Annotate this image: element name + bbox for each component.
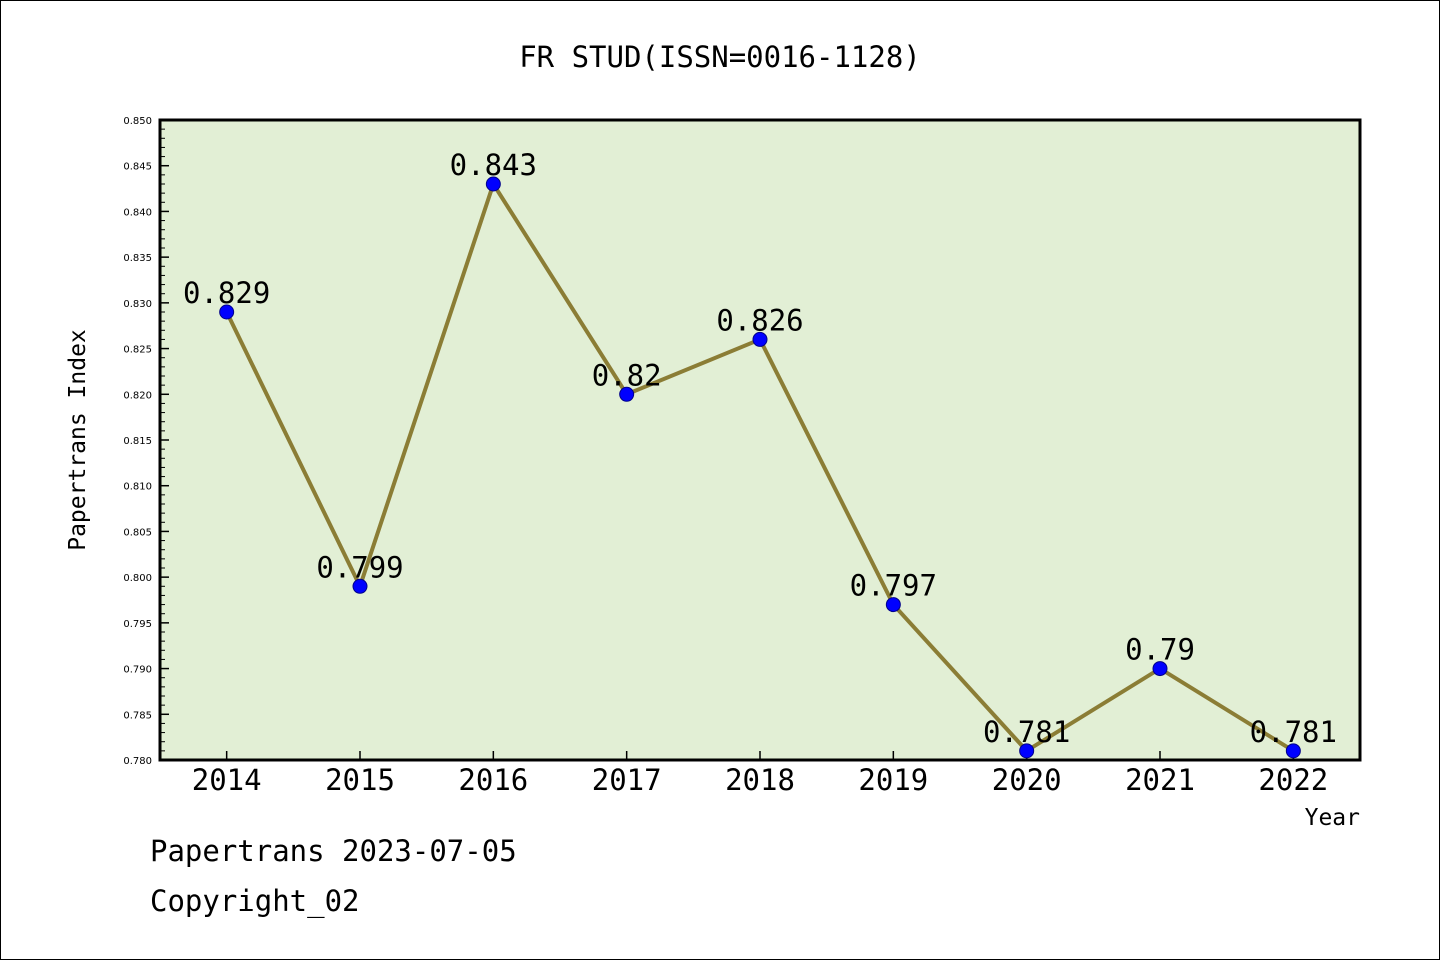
x-tick-label: 2017 [592,763,662,797]
data-labels: 0.829 0.799 0.843 0.82 0.826 0.797 0.781 0.79 0.… [183,148,1337,749]
y-tick-label: 0.835 [123,253,152,264]
data-point [885,597,901,613]
data-point [1019,743,1035,759]
data-points [219,176,1301,759]
data-point [619,386,635,402]
footer-copyright: Copyright_02 [150,884,360,918]
y-tick-label: 0.815 [123,436,152,447]
x-tick-label: 2018 [725,763,795,797]
x-tick-label: 2019 [858,763,928,797]
data-point [752,331,768,347]
y-tick-label: 0.845 [123,162,152,173]
data-label: 0.797 [850,569,937,603]
y-tick-label: 0.790 [123,665,152,676]
y-tick-label: 0.850 [123,116,152,127]
y-tick-label: 0.810 [123,482,152,493]
y-tick-label: 0.820 [123,390,152,401]
x-tick-label: 2020 [992,763,1062,797]
data-label: 0.781 [1250,715,1337,749]
x-tick-label: 2022 [1258,763,1328,797]
x-tick-label: 2021 [1125,763,1195,797]
x-tick-label: 2014 [192,763,262,797]
data-point [352,578,368,594]
data-label: 0.826 [716,303,803,337]
plot-border [158,118,1362,762]
data-point [485,176,501,192]
y-axis-label: Papertrans Index [65,329,91,551]
y-tick-label: 0.785 [123,710,152,721]
data-label: 0.799 [316,550,403,584]
data-label: 0.82 [592,358,662,392]
data-label: 0.843 [450,148,537,182]
x-axis-label: Year [1305,805,1360,831]
data-point [219,304,235,320]
y-tick-label: 0.795 [123,619,152,630]
plot-area [160,120,1360,760]
y-tick-label: 0.825 [123,345,152,356]
y-tick-label: 0.780 [123,756,152,767]
data-point [1152,661,1168,677]
data-label: 0.79 [1125,633,1195,667]
data-point [1285,743,1301,759]
x-axis: 2014 2015 2016 2017 2018 2019 2020 2021 2022 [192,751,1328,797]
data-label: 0.781 [983,715,1070,749]
y-tick-label: 0.830 [123,299,152,310]
y-tick-label: 0.805 [123,527,152,538]
footer-date: Papertrans 2023-07-05 [150,834,517,868]
y-tick-label: 0.800 [123,573,152,584]
data-label: 0.829 [183,276,270,310]
x-tick-label: 2015 [325,763,395,797]
y-tick-label: 0.840 [123,207,152,218]
y-axis: 0.780 0.785 0.790 0.795 0.800 0.805 0.810 0.815… [123,116,169,767]
x-tick-label: 2016 [458,763,528,797]
chart-title: FR STUD(ISSN=0016-1128) [519,40,921,74]
